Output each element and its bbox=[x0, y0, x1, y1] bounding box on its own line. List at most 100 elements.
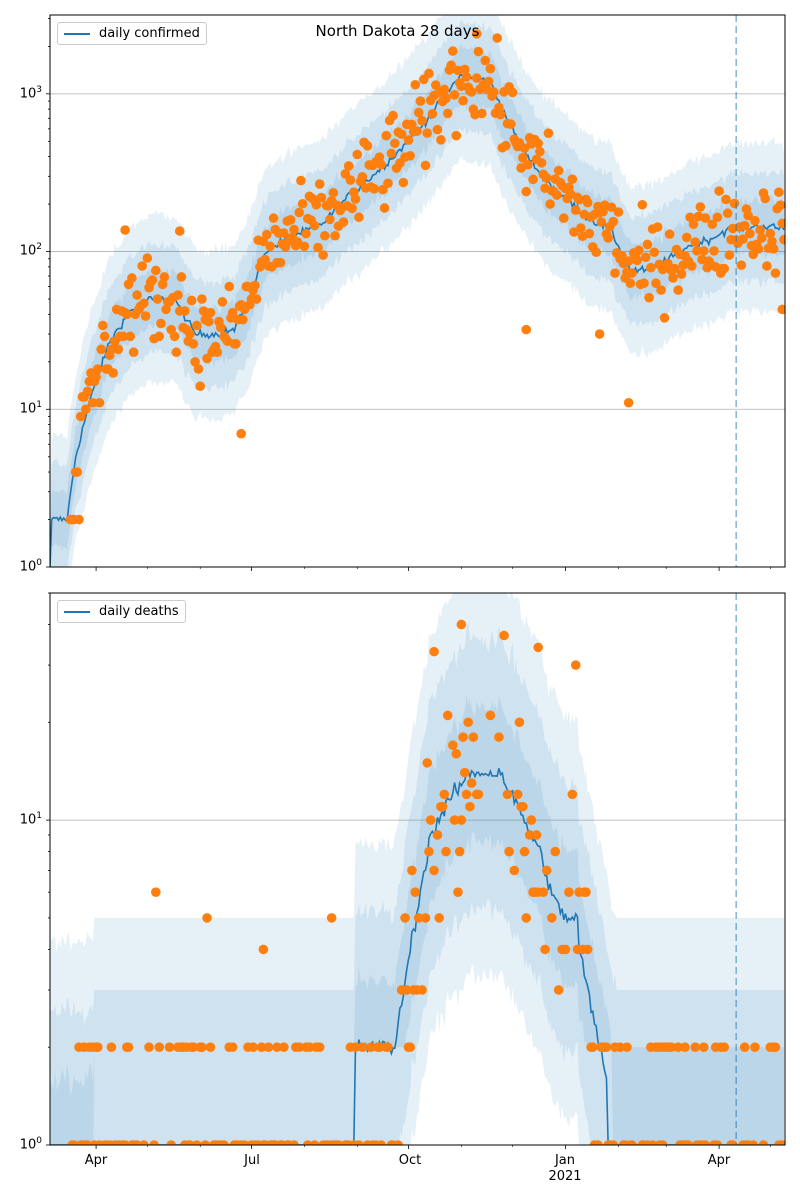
data-point bbox=[673, 1042, 683, 1052]
data-point bbox=[427, 109, 438, 119]
data-point bbox=[139, 1140, 149, 1145]
data-point bbox=[512, 789, 523, 800]
data-point bbox=[567, 174, 578, 184]
data-point bbox=[514, 717, 525, 728]
data-point bbox=[357, 171, 368, 182]
data-point bbox=[588, 1042, 598, 1052]
data-point bbox=[350, 1042, 361, 1052]
model-line bbox=[50, 768, 784, 1145]
data-point-outlier bbox=[499, 630, 509, 641]
data-point bbox=[338, 217, 349, 227]
data-point bbox=[424, 846, 434, 857]
data-point bbox=[316, 192, 327, 203]
data-point bbox=[389, 138, 400, 149]
data-point bbox=[448, 46, 458, 56]
data-point-outlier bbox=[521, 324, 532, 335]
data-point bbox=[770, 268, 781, 278]
data-point bbox=[169, 331, 180, 342]
data-point bbox=[123, 1042, 134, 1052]
data-point-outlier bbox=[533, 642, 543, 653]
data-point bbox=[739, 220, 750, 231]
data-point bbox=[632, 255, 642, 266]
data-point bbox=[164, 1042, 175, 1052]
data-point bbox=[231, 339, 241, 349]
data-point bbox=[627, 268, 637, 278]
data-point bbox=[553, 985, 564, 995]
data-point bbox=[688, 219, 699, 230]
data-point bbox=[420, 160, 431, 171]
data-point bbox=[664, 229, 675, 239]
data-point bbox=[205, 307, 216, 318]
data-point bbox=[509, 865, 520, 876]
data-point bbox=[652, 222, 663, 232]
data-point bbox=[362, 141, 373, 151]
data-point bbox=[466, 778, 477, 788]
data-point bbox=[285, 215, 296, 225]
data-point bbox=[593, 1140, 603, 1145]
data-point bbox=[413, 913, 424, 923]
data-point bbox=[524, 830, 535, 840]
data-point bbox=[279, 228, 289, 238]
data-point bbox=[272, 1042, 282, 1052]
data-point bbox=[666, 1042, 677, 1052]
data-point bbox=[188, 1042, 199, 1052]
data-point bbox=[227, 1042, 238, 1052]
data-point bbox=[461, 789, 472, 800]
data-point bbox=[294, 207, 305, 218]
data-point bbox=[690, 1042, 701, 1052]
data-point bbox=[410, 79, 421, 90]
data-point bbox=[700, 213, 711, 223]
data-point bbox=[777, 218, 785, 229]
data-point bbox=[738, 234, 748, 244]
data-point bbox=[125, 331, 136, 342]
data-point bbox=[485, 710, 496, 721]
data-point bbox=[268, 213, 279, 223]
data-point bbox=[96, 344, 107, 355]
data-point bbox=[518, 801, 528, 812]
data-point bbox=[309, 1140, 320, 1145]
data-point bbox=[449, 90, 460, 100]
data-point bbox=[127, 273, 137, 283]
data-point bbox=[296, 175, 306, 186]
data-point bbox=[750, 1042, 760, 1052]
data-point bbox=[289, 224, 299, 235]
data-point bbox=[313, 242, 323, 253]
data-point bbox=[318, 250, 328, 260]
data-point bbox=[448, 740, 458, 751]
data-point bbox=[451, 748, 462, 759]
data-point bbox=[314, 179, 325, 189]
data-point bbox=[142, 253, 153, 263]
data-point-outlier bbox=[570, 660, 581, 670]
data-point bbox=[582, 197, 593, 208]
deaths-panel bbox=[46, 592, 786, 1149]
data-point bbox=[424, 68, 434, 79]
data-point bbox=[681, 232, 692, 243]
data-point bbox=[608, 216, 619, 227]
data-point bbox=[506, 119, 516, 129]
data-point bbox=[289, 1140, 299, 1145]
data-point bbox=[676, 269, 687, 279]
data-point bbox=[297, 198, 308, 209]
data-point bbox=[504, 846, 514, 857]
data-point bbox=[441, 93, 451, 104]
data-point bbox=[644, 292, 654, 303]
data-point bbox=[193, 364, 204, 374]
data-point bbox=[446, 60, 456, 71]
data-point bbox=[550, 846, 561, 857]
data-point bbox=[118, 331, 129, 342]
data-point bbox=[217, 297, 228, 307]
data-point bbox=[191, 320, 202, 331]
data-point bbox=[461, 72, 472, 82]
data-point bbox=[651, 278, 661, 289]
data-point bbox=[758, 1140, 769, 1145]
data-point bbox=[369, 184, 380, 194]
data-point bbox=[227, 307, 238, 318]
confidence-band bbox=[50, 593, 784, 1145]
data-point bbox=[157, 279, 168, 290]
data-point bbox=[186, 295, 197, 306]
data-point bbox=[99, 331, 110, 342]
data-point bbox=[374, 152, 385, 162]
data-point bbox=[743, 210, 753, 221]
data-point bbox=[507, 87, 518, 98]
data-point bbox=[425, 815, 436, 825]
